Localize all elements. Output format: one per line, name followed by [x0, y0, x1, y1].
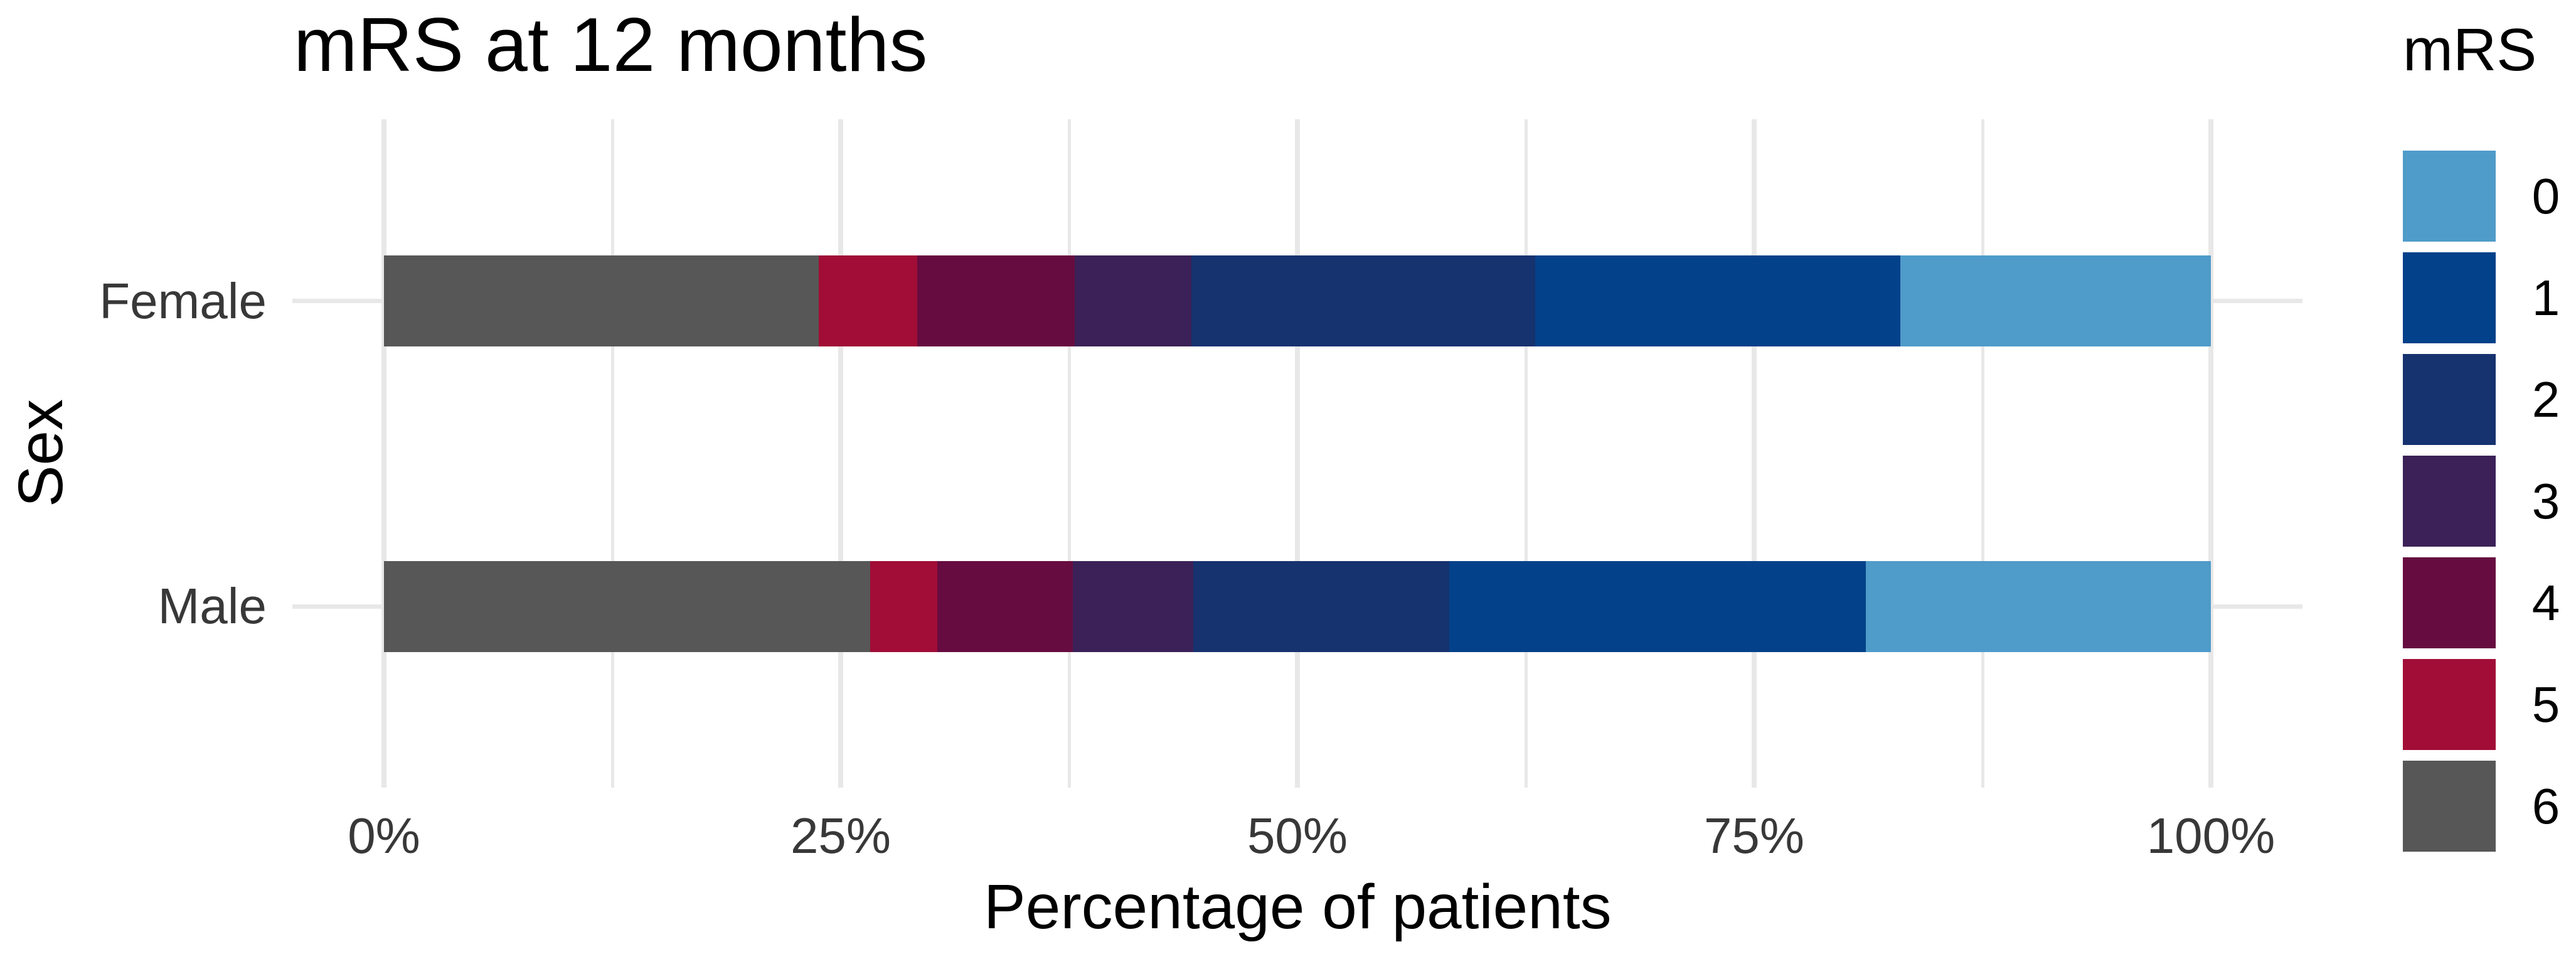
- legend-label-mrs-0: 0: [2531, 168, 2560, 224]
- y-axis-title: Sex: [6, 399, 76, 508]
- legend-label-mrs-3: 3: [2531, 473, 2560, 529]
- chart-title: mRS at 12 months: [294, 2, 928, 87]
- legend-label-mrs-6: 6: [2531, 778, 2560, 834]
- legend-label-mrs-4: 4: [2531, 575, 2560, 631]
- gridline-major: [381, 119, 386, 788]
- legend-label-mrs-2: 2: [2531, 372, 2560, 427]
- gridline-minor: [1981, 119, 1984, 788]
- bar-segment-mrs-1: [1535, 255, 1900, 346]
- y-label-female: Female: [99, 272, 267, 329]
- bar-segment-mrs-3: [1074, 255, 1192, 346]
- plot-area: [292, 119, 2302, 788]
- gridline-major: [1295, 119, 1300, 788]
- gridline-minor: [610, 119, 614, 788]
- gridline-minor: [1067, 119, 1071, 788]
- legend-title: mRS: [2403, 16, 2537, 83]
- gridline-major: [2208, 119, 2213, 788]
- legend-swatch-mrs-3: [2403, 456, 2496, 547]
- bar-segment-mrs-2: [1191, 255, 1535, 346]
- legend-swatch-mrs-5: [2403, 659, 2496, 750]
- legend-swatch-mrs-1: [2403, 252, 2496, 343]
- x-tick-label: 25%: [790, 808, 891, 864]
- bar-segment-mrs-4: [937, 561, 1073, 652]
- bar-segment-mrs-4: [917, 255, 1075, 346]
- bar-segment-mrs-6: [384, 255, 819, 346]
- legend-swatch-mrs-4: [2403, 557, 2496, 648]
- gridline-minor: [1524, 119, 1528, 788]
- legend-swatch-mrs-0: [2403, 151, 2496, 242]
- bar-segment-mrs-0: [1865, 561, 2211, 652]
- legend-swatch-mrs-6: [2403, 761, 2496, 852]
- gridline-major: [838, 119, 843, 788]
- bar-segment-mrs-3: [1072, 561, 1193, 652]
- legend-label-mrs-5: 5: [2531, 677, 2560, 732]
- gridline-major: [1752, 119, 1757, 788]
- legend-label-mrs-1: 1: [2531, 270, 2560, 326]
- bar-segment-mrs-1: [1449, 561, 1866, 652]
- legend-swatch-mrs-2: [2403, 354, 2496, 445]
- bar-segment-mrs-5: [870, 561, 938, 652]
- bar-female: [384, 255, 2211, 346]
- bar-segment-mrs-0: [1900, 255, 2211, 346]
- bar-segment-mrs-2: [1193, 561, 1449, 652]
- x-tick-label: 75%: [1703, 808, 1805, 864]
- x-tick-label: 100%: [2146, 808, 2275, 864]
- x-tick-label: 50%: [1247, 808, 1348, 864]
- x-tick-label: 0%: [348, 808, 420, 864]
- bar-segment-mrs-6: [384, 561, 870, 652]
- y-label-male: Male: [157, 578, 267, 634]
- bar-male: [384, 561, 2211, 652]
- x-axis-title: Percentage of patients: [984, 872, 1612, 942]
- bar-segment-mrs-5: [819, 255, 918, 346]
